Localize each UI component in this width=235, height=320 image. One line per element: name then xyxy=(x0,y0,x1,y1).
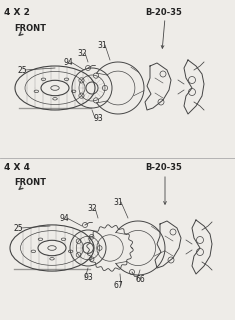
Text: 67: 67 xyxy=(113,281,123,290)
Text: 31: 31 xyxy=(113,197,123,206)
Text: FRONT: FRONT xyxy=(14,24,46,33)
Text: 94: 94 xyxy=(63,58,73,67)
Text: B-20-35: B-20-35 xyxy=(145,8,182,17)
Text: 66: 66 xyxy=(135,276,145,284)
Text: 94: 94 xyxy=(59,213,69,222)
Text: FRONT: FRONT xyxy=(14,178,46,187)
Text: 4 X 2: 4 X 2 xyxy=(4,8,30,17)
Text: 4 X 4: 4 X 4 xyxy=(4,163,30,172)
Text: B-20-35: B-20-35 xyxy=(145,163,182,172)
Text: 93: 93 xyxy=(93,114,103,123)
Text: 32: 32 xyxy=(87,204,97,212)
Text: 25: 25 xyxy=(17,66,27,75)
Text: 93: 93 xyxy=(83,274,93,283)
Text: 31: 31 xyxy=(97,41,107,50)
Text: 25: 25 xyxy=(13,223,23,233)
Text: 32: 32 xyxy=(77,49,87,58)
